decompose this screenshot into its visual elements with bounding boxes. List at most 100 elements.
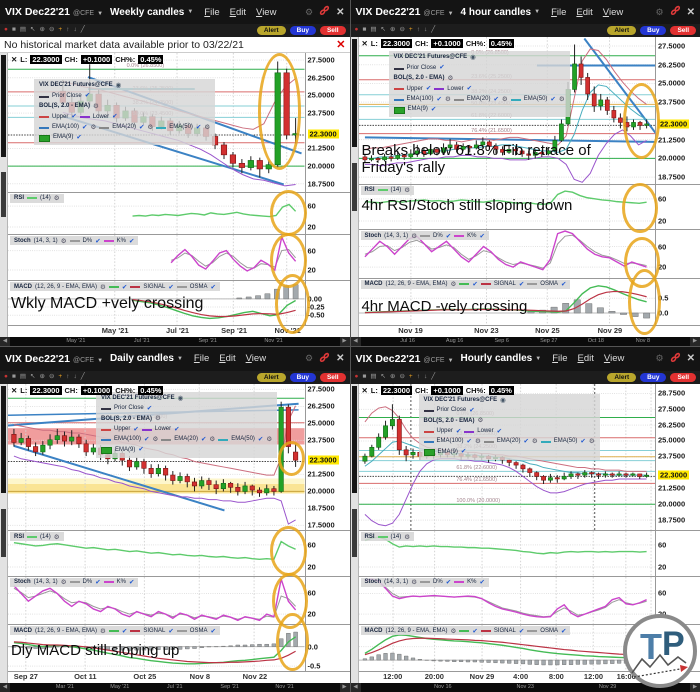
stoch-chart[interactable]: Stoch (14, 3, 1) ⚙ D% ✔ K% ✔ bbox=[359, 230, 660, 289]
sell-button[interactable]: Sell bbox=[670, 26, 696, 35]
checkbox-icon[interactable]: ✔ bbox=[518, 627, 525, 635]
checkbox-icon[interactable]: ✔ bbox=[133, 425, 139, 433]
checkbox-icon[interactable]: ✔ bbox=[95, 237, 101, 245]
menu-file[interactable]: File bbox=[193, 353, 210, 364]
gear-icon[interactable]: ⚙ bbox=[501, 95, 508, 103]
down-arrow-icon[interactable]: ↓ bbox=[73, 26, 77, 34]
settings-icon[interactable]: ⚙ bbox=[305, 353, 314, 363]
checkbox-icon[interactable]: ✔ bbox=[430, 105, 437, 113]
menu-edit[interactable]: Edit bbox=[219, 353, 236, 364]
checkbox-icon[interactable]: ✔ bbox=[257, 436, 264, 444]
buy-button[interactable]: Buy bbox=[289, 26, 316, 35]
price-chart[interactable]: ✕ L: 22.3000 CH: +0.1000 CH%: 0.45% VIX … bbox=[8, 53, 305, 192]
gear-icon[interactable]: ⚙ bbox=[404, 187, 411, 195]
close-icon[interactable]: ✕ bbox=[336, 39, 346, 51]
checkbox-icon[interactable]: ✔ bbox=[445, 232, 452, 240]
checkbox-icon[interactable]: ✔ bbox=[580, 438, 586, 446]
close-icon[interactable]: ✕ bbox=[361, 385, 368, 395]
down-arrow-icon[interactable]: ↓ bbox=[73, 372, 77, 380]
zoom-in-icon[interactable]: ⊕ bbox=[389, 372, 396, 380]
checkbox-icon[interactable]: ✔ bbox=[466, 85, 473, 93]
menu-file[interactable]: File bbox=[552, 353, 568, 364]
rsi-chart[interactable]: RSI (14) ⚙ 4hr RSI/Stoch still sloping d… bbox=[359, 182, 659, 233]
checkbox-icon[interactable]: ✔ bbox=[84, 92, 91, 100]
stoch-chart[interactable]: Stoch (14, 3, 1) ⚙ D% ✔ K% ✔ bbox=[359, 577, 656, 624]
timeline-scrollbar[interactable]: ◀ Nov 16 Nov 23 Nov 29 ▶ bbox=[350, 683, 700, 692]
scroll-right-icon[interactable]: ▶ bbox=[339, 683, 350, 692]
crosshair-icon[interactable]: + bbox=[58, 372, 63, 380]
gear-icon[interactable]: ⚙ bbox=[411, 579, 418, 587]
stop-icon[interactable]: ■ bbox=[11, 26, 16, 34]
eye-icon[interactable]: ◉ bbox=[470, 54, 476, 61]
rsi-chart[interactable]: RSI (14) ⚙ bbox=[8, 190, 307, 237]
stop-icon[interactable]: ■ bbox=[11, 372, 16, 380]
cursor-icon[interactable]: ↖ bbox=[30, 372, 36, 380]
period-dropdown[interactable]: Daily candles ▼ bbox=[110, 353, 183, 364]
gear-icon[interactable]: ⚙ bbox=[477, 417, 484, 425]
checkbox-icon[interactable]: ✔ bbox=[523, 438, 529, 446]
checkbox-icon[interactable]: ✔ bbox=[210, 627, 216, 635]
checkbox-icon[interactable]: ✔ bbox=[479, 579, 485, 587]
checkbox-icon[interactable]: ✔ bbox=[210, 283, 216, 291]
eye-icon[interactable]: ◉ bbox=[500, 396, 506, 404]
alert-button[interactable]: Alert bbox=[256, 26, 286, 35]
zoom-out-icon[interactable]: ⊖ bbox=[399, 372, 405, 380]
symbol-dropdown[interactable]: VIX Dec22'21 @CFE ▼ bbox=[356, 6, 454, 18]
buy-button[interactable]: Buy bbox=[640, 372, 667, 382]
notes-icon[interactable]: ▤ bbox=[370, 26, 377, 34]
up-arrow-icon[interactable]: ↑ bbox=[416, 372, 420, 380]
checkbox-icon[interactable]: ✔ bbox=[128, 237, 135, 245]
gear-icon[interactable]: ⚙ bbox=[411, 232, 418, 240]
symbol-dropdown[interactable]: VIX Dec22'21 @CFE ▼ bbox=[5, 6, 103, 18]
close-icon[interactable]: ✕ bbox=[686, 353, 695, 364]
buy-button[interactable]: Buy bbox=[289, 372, 316, 382]
alert-button[interactable]: Alert bbox=[607, 26, 637, 35]
scroll-left-icon[interactable]: ◀ bbox=[350, 683, 361, 692]
checkbox-icon[interactable]: ✔ bbox=[439, 64, 445, 72]
menu-edit[interactable]: Edit bbox=[229, 6, 247, 18]
gear-icon[interactable]: ⚙ bbox=[209, 436, 216, 444]
settings-icon[interactable]: ⚙ bbox=[655, 6, 664, 17]
symbol-dropdown[interactable]: VIX Dec22'21 @CFE ▼ bbox=[356, 353, 454, 365]
vertical-scrollbar[interactable] bbox=[0, 53, 8, 337]
close-icon[interactable]: ✕ bbox=[361, 39, 368, 48]
sell-button[interactable]: Sell bbox=[670, 372, 696, 382]
menu-view[interactable]: View bbox=[256, 6, 277, 18]
gear-icon[interactable]: ⚙ bbox=[93, 102, 99, 110]
gear-icon[interactable]: ⚙ bbox=[204, 123, 211, 131]
menu-view[interactable]: View bbox=[603, 353, 625, 364]
up-arrow-icon[interactable]: ↑ bbox=[66, 26, 70, 34]
gear-icon[interactable]: ⚙ bbox=[147, 123, 154, 131]
close-icon[interactable]: ✕ bbox=[686, 6, 695, 18]
scroll-right-icon[interactable]: ▶ bbox=[690, 336, 700, 346]
checkbox-icon[interactable]: ✔ bbox=[479, 232, 485, 240]
checkbox-icon[interactable]: ✔ bbox=[174, 425, 180, 433]
price-chart[interactable]: ✕ L: 22.3000 CH: +0.1000 CH%: 0.45% VIX … bbox=[359, 37, 661, 184]
sell-button[interactable]: Sell bbox=[319, 26, 346, 35]
gear-icon[interactable]: ⚙ bbox=[450, 281, 457, 289]
checkbox-icon[interactable]: ✔ bbox=[200, 436, 207, 444]
crosshair-icon[interactable]: + bbox=[408, 26, 413, 34]
checkbox-icon[interactable]: ✔ bbox=[455, 427, 462, 435]
checkbox-icon[interactable]: ✔ bbox=[71, 113, 77, 121]
scroll-left-icon[interactable]: ◀ bbox=[350, 336, 361, 346]
stoch-chart[interactable]: Stoch (14, 3, 1) ⚙ D% ✔ K% ✔ bbox=[8, 573, 308, 629]
zoom-out-icon[interactable]: ⊖ bbox=[399, 26, 405, 34]
notes-icon[interactable]: ▤ bbox=[370, 372, 377, 380]
checkbox-icon[interactable]: ✔ bbox=[195, 123, 202, 131]
period-dropdown[interactable]: 4 hour candles ▼ bbox=[461, 7, 541, 18]
down-arrow-icon[interactable]: ↓ bbox=[423, 372, 428, 380]
alert-button[interactable]: Alert bbox=[607, 372, 637, 382]
checkbox-icon[interactable]: ✔ bbox=[138, 446, 144, 454]
stop-icon[interactable]: ■ bbox=[362, 26, 367, 34]
notes-icon[interactable]: ▤ bbox=[19, 372, 27, 380]
scroll-left-icon[interactable]: ◀ bbox=[0, 683, 10, 692]
checkbox-icon[interactable]: ✔ bbox=[121, 627, 128, 635]
checkbox-icon[interactable]: ✔ bbox=[436, 95, 442, 103]
price-chart[interactable]: ✕ L: 22.3000 CH: +0.1000 CH%: 0.45% VIX … bbox=[359, 384, 656, 531]
zoom-in-icon[interactable]: ⊕ bbox=[389, 26, 396, 34]
checkbox-icon[interactable]: ✔ bbox=[445, 579, 452, 587]
zoom-in-icon[interactable]: ⊕ bbox=[39, 372, 45, 380]
vertical-scrollbar[interactable] bbox=[0, 383, 8, 683]
buy-button[interactable]: Buy bbox=[640, 26, 667, 35]
